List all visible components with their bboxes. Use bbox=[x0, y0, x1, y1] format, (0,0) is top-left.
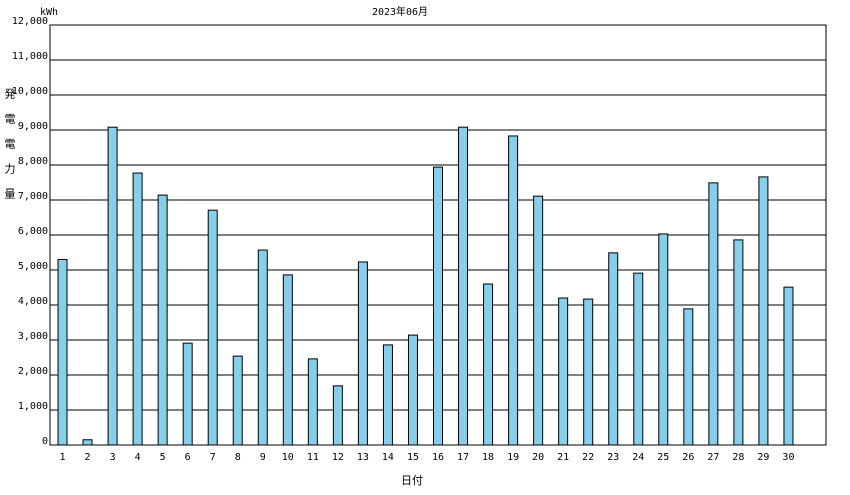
bar bbox=[107, 126, 118, 446]
y-tick-label: 9,000 bbox=[18, 121, 48, 132]
y-tick-label: 3,000 bbox=[18, 331, 48, 342]
x-tick-label: 18 bbox=[482, 452, 494, 463]
bar bbox=[458, 126, 469, 446]
x-tick-label: 12 bbox=[332, 452, 344, 463]
bar bbox=[533, 195, 544, 446]
bar bbox=[633, 272, 644, 446]
bar bbox=[558, 297, 569, 446]
bar bbox=[407, 334, 418, 446]
bar bbox=[57, 259, 68, 446]
y-tick-label: 2,000 bbox=[18, 366, 48, 377]
bar bbox=[783, 286, 794, 446]
bar bbox=[608, 252, 619, 446]
bar bbox=[282, 274, 293, 446]
y-tick-label: 6,000 bbox=[18, 226, 48, 237]
x-tick-label: 11 bbox=[307, 452, 319, 463]
bar bbox=[207, 209, 218, 446]
x-tick-label: 22 bbox=[582, 452, 594, 463]
x-tick-label: 16 bbox=[432, 452, 444, 463]
x-tick-label: 8 bbox=[235, 452, 241, 463]
y-axis-title: 発電電力量 bbox=[3, 88, 16, 213]
bar bbox=[683, 308, 694, 446]
y-tick-label: 11,000 bbox=[12, 51, 48, 62]
x-tick-label: 26 bbox=[682, 452, 694, 463]
x-tick-label: 21 bbox=[557, 452, 569, 463]
x-tick-label: 13 bbox=[357, 452, 369, 463]
bar bbox=[82, 439, 93, 446]
bar bbox=[157, 194, 168, 446]
y-tick-label: 5,000 bbox=[18, 261, 48, 272]
bar bbox=[708, 182, 719, 446]
bar bbox=[382, 344, 393, 446]
y-tick-label: 8,000 bbox=[18, 156, 48, 167]
x-tick-label: 25 bbox=[657, 452, 669, 463]
unit-label: kWh bbox=[40, 7, 58, 18]
y-tick-label: 1,000 bbox=[18, 401, 48, 412]
y-tick-label: 7,000 bbox=[18, 191, 48, 202]
x-axis-title: 日付 bbox=[401, 474, 423, 487]
bar bbox=[232, 355, 243, 446]
x-tick-label: 15 bbox=[407, 452, 419, 463]
bar bbox=[483, 283, 494, 446]
x-tick-label: 3 bbox=[110, 452, 116, 463]
bar bbox=[182, 342, 193, 446]
x-tick-label: 9 bbox=[260, 452, 266, 463]
bar bbox=[307, 358, 318, 446]
x-tick-label: 28 bbox=[732, 452, 744, 463]
y-tick-label: 12,000 bbox=[12, 16, 48, 27]
x-tick-label: 6 bbox=[185, 452, 191, 463]
bar bbox=[733, 239, 744, 446]
x-tick-label: 19 bbox=[507, 452, 519, 463]
x-tick-label: 5 bbox=[160, 452, 166, 463]
bar bbox=[658, 233, 669, 446]
bar bbox=[257, 249, 268, 446]
x-tick-label: 14 bbox=[382, 452, 394, 463]
x-tick-label: 27 bbox=[707, 452, 719, 463]
y-tick-label: 10,000 bbox=[12, 86, 48, 97]
y-tick-label: 4,000 bbox=[18, 296, 48, 307]
bar bbox=[508, 135, 519, 446]
x-tick-label: 1 bbox=[60, 452, 66, 463]
x-tick-label: 4 bbox=[135, 452, 141, 463]
x-tick-label: 20 bbox=[532, 452, 544, 463]
bar bbox=[583, 298, 594, 446]
bar bbox=[332, 385, 343, 446]
x-tick-label: 2 bbox=[85, 452, 91, 463]
x-tick-label: 30 bbox=[782, 452, 794, 463]
x-tick-label: 24 bbox=[632, 452, 644, 463]
bar bbox=[433, 166, 443, 446]
bar bbox=[758, 176, 769, 446]
x-tick-label: 10 bbox=[282, 452, 294, 463]
x-tick-label: 17 bbox=[457, 452, 469, 463]
x-tick-label: 23 bbox=[607, 452, 619, 463]
bar bbox=[357, 261, 368, 446]
x-tick-label: 7 bbox=[210, 452, 216, 463]
x-tick-label: 29 bbox=[757, 452, 769, 463]
bar bbox=[132, 172, 143, 446]
chart-title: 2023年06月 bbox=[372, 5, 428, 18]
y-tick-label: 0 bbox=[42, 436, 48, 447]
